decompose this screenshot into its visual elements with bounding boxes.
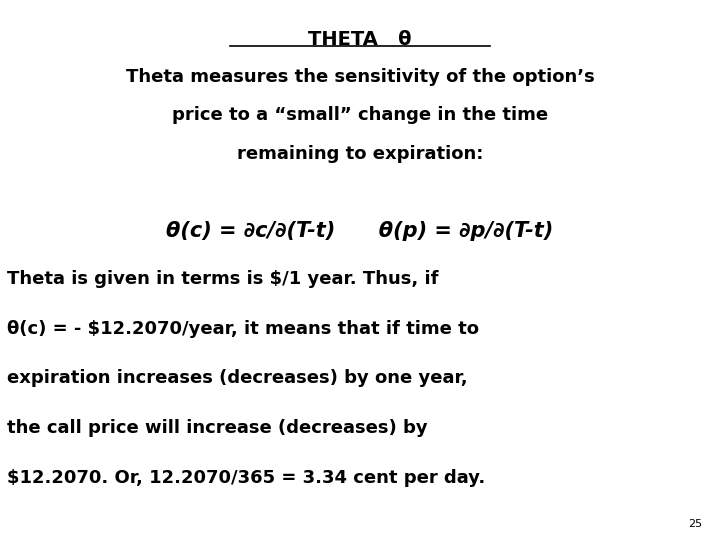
Text: 25: 25 <box>688 519 702 529</box>
Text: expiration increases (decreases) by one year,: expiration increases (decreases) by one … <box>7 369 468 387</box>
Text: θ(c) = - $12.2070/year, it means that if time to: θ(c) = - $12.2070/year, it means that if… <box>7 320 480 338</box>
Text: Theta is given in terms is $/1 year. Thus, if: Theta is given in terms is $/1 year. Thu… <box>7 270 438 288</box>
Text: remaining to expiration:: remaining to expiration: <box>237 145 483 163</box>
Text: the call price will increase (decreases) by: the call price will increase (decreases)… <box>7 419 428 437</box>
Text: Theta measures the sensitivity of the option’s: Theta measures the sensitivity of the op… <box>125 68 595 85</box>
Text: $12.2070. Or, 12.2070/365 = 3.34 cent per day.: $12.2070. Or, 12.2070/365 = 3.34 cent pe… <box>7 469 485 487</box>
Text: θ(c) = ∂c/∂(T-t)      θ(p) = ∂p/∂(T-t): θ(c) = ∂c/∂(T-t) θ(p) = ∂p/∂(T-t) <box>166 221 554 241</box>
Text: THETA   θ: THETA θ <box>308 30 412 49</box>
Text: price to a “small” change in the time: price to a “small” change in the time <box>172 106 548 124</box>
